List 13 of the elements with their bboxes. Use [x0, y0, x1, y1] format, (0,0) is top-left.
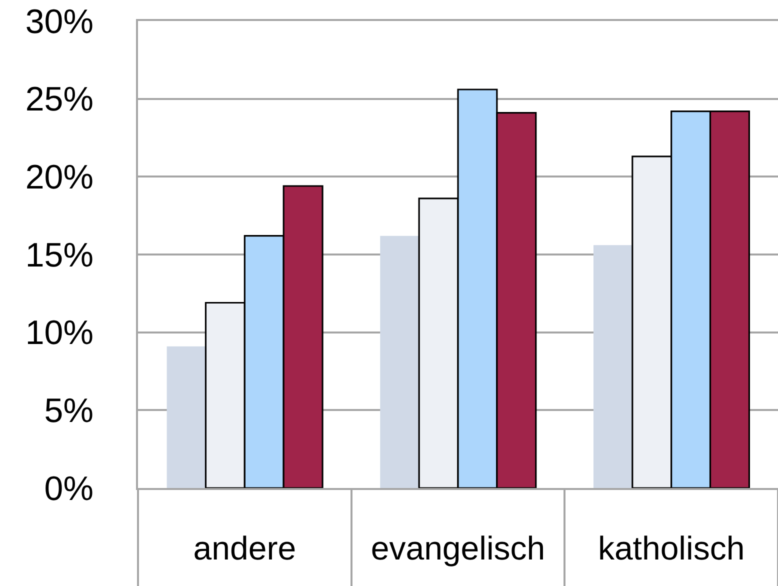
bar	[380, 236, 420, 488]
y-tick-label: 25%	[25, 80, 94, 119]
y-tick-label: 30%	[25, 2, 94, 41]
x-tick-label: katholisch	[598, 529, 745, 566]
y-tick-label: 10%	[25, 314, 94, 352]
x-tick-label: andere	[193, 529, 296, 566]
y-tick-label: 0%	[44, 470, 94, 508]
x-tick-label: evangelisch	[370, 529, 546, 566]
y-tick-label: 15%	[25, 236, 94, 274]
bar	[593, 245, 632, 488]
y-tick-label: 5%	[44, 392, 94, 430]
y-tick-label: 20%	[25, 158, 94, 197]
bar	[166, 346, 206, 488]
